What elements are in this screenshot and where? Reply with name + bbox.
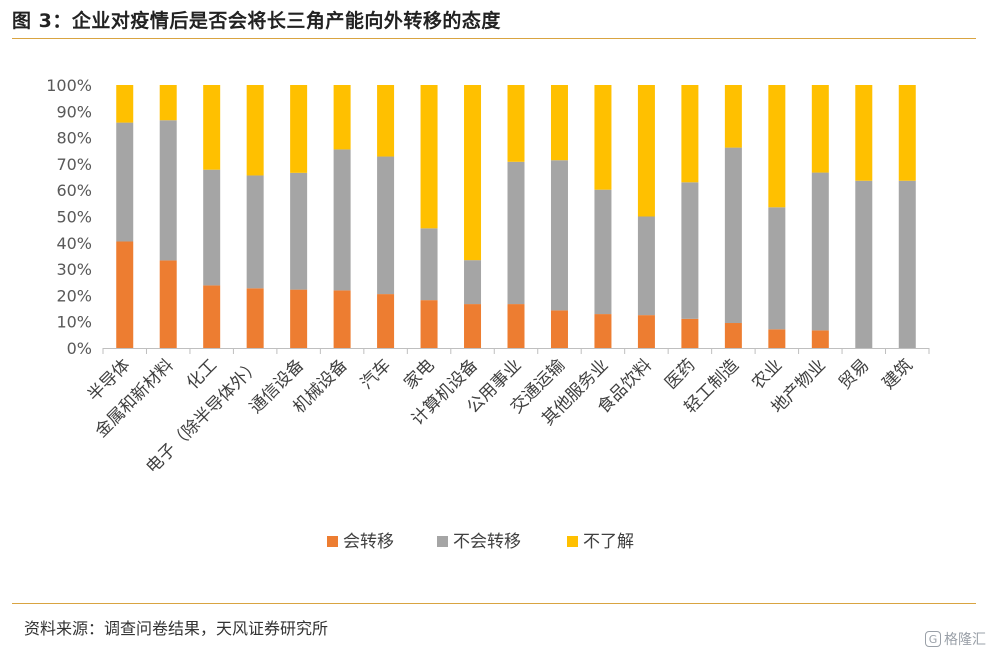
bar-segment-unknown bbox=[898, 85, 916, 181]
bar-segment-will-not-move bbox=[811, 172, 829, 331]
bar-segment-unknown bbox=[333, 85, 351, 150]
bar-segment-will-move bbox=[724, 323, 742, 348]
bar-segment-will-not-move bbox=[550, 160, 568, 311]
bar-segment-will-not-move bbox=[898, 180, 916, 348]
legend-swatch bbox=[327, 536, 338, 547]
bar-segment-will-not-move bbox=[116, 122, 134, 242]
bar-segment-unknown bbox=[116, 85, 134, 123]
bar-segment-will-move bbox=[550, 310, 568, 348]
bar-segment-will-not-move bbox=[464, 260, 482, 305]
y-tick-label: 60% bbox=[56, 181, 92, 200]
watermark: G 格隆汇 bbox=[925, 629, 986, 649]
x-category-label: 家电 bbox=[400, 355, 438, 393]
legend-label: 不了解 bbox=[583, 532, 634, 552]
bar-segment-will-move bbox=[377, 294, 395, 348]
bar-segment-will-move bbox=[507, 304, 525, 348]
bar-segment-will-not-move bbox=[420, 228, 438, 301]
bar-segment-will-not-move bbox=[855, 180, 873, 348]
bar-segment-will-not-move bbox=[724, 147, 742, 324]
x-category-label: 建筑 bbox=[879, 355, 917, 393]
title-divider bbox=[12, 38, 976, 39]
bar-segment-unknown bbox=[594, 85, 612, 190]
legend-swatch bbox=[437, 536, 448, 547]
x-category-label: 农业 bbox=[748, 355, 786, 393]
y-tick-label: 90% bbox=[56, 102, 92, 121]
y-tick-label: 20% bbox=[56, 286, 92, 305]
bar-segment-will-move bbox=[246, 288, 264, 348]
y-tick-label: 70% bbox=[56, 155, 92, 174]
y-tick-label: 80% bbox=[56, 129, 92, 148]
bar-segment-will-move bbox=[768, 329, 786, 348]
bar-segment-unknown bbox=[550, 85, 568, 161]
bar-segment-will-not-move bbox=[290, 172, 308, 290]
y-tick-label: 50% bbox=[56, 208, 92, 227]
bar-segment-will-move bbox=[333, 290, 351, 348]
bar-segment-unknown bbox=[246, 85, 264, 176]
bar-segment-unknown bbox=[290, 85, 308, 173]
stacked-bar-chart: 0%10%20%30%40%50%60%70%80%90%100%半导体金属和新… bbox=[46, 76, 930, 552]
bar-segment-unknown bbox=[377, 85, 395, 157]
legend-label: 不会转移 bbox=[453, 532, 521, 552]
y-tick-label: 100% bbox=[46, 76, 92, 95]
bar-segment-will-not-move bbox=[203, 169, 221, 286]
bar-segment-will-move bbox=[464, 304, 482, 348]
bar-segment-will-move bbox=[203, 285, 221, 348]
bar-segment-will-not-move bbox=[246, 175, 264, 289]
bar-segment-unknown bbox=[507, 85, 525, 162]
bar-segment-unknown bbox=[464, 85, 482, 261]
bar-segment-will-move bbox=[159, 260, 177, 348]
bar-segment-unknown bbox=[768, 85, 786, 208]
bar-segment-unknown bbox=[681, 85, 699, 183]
watermark-text: 格隆汇 bbox=[944, 632, 986, 648]
bar-segment-will-move bbox=[290, 289, 308, 348]
bar-segment-will-not-move bbox=[594, 189, 612, 315]
bar-segment-unknown bbox=[420, 85, 438, 229]
bar-segment-unknown bbox=[811, 85, 829, 173]
x-category-label: 化工 bbox=[183, 355, 221, 393]
y-tick-label: 0% bbox=[67, 339, 92, 358]
bar-segment-will-move bbox=[116, 241, 134, 348]
bar-segment-will-not-move bbox=[768, 207, 786, 330]
bar-segment-unknown bbox=[203, 85, 221, 170]
x-category-label: 汽车 bbox=[357, 355, 395, 393]
bar-segment-will-not-move bbox=[637, 216, 655, 316]
bar-segment-unknown bbox=[724, 85, 742, 148]
bar-segment-will-move bbox=[681, 318, 699, 348]
bar-segment-will-move bbox=[637, 315, 655, 348]
bar-segment-will-not-move bbox=[333, 149, 351, 291]
bar-segment-will-not-move bbox=[159, 120, 177, 261]
g-logo-icon: G bbox=[925, 631, 941, 647]
bar-segment-will-not-move bbox=[681, 182, 699, 319]
bar-segment-will-move bbox=[420, 300, 438, 348]
bar-segment-unknown bbox=[855, 85, 873, 181]
bar-segment-will-move bbox=[811, 330, 829, 348]
y-tick-label: 10% bbox=[56, 313, 92, 332]
bar-segment-will-move bbox=[594, 314, 612, 348]
bar-segment-unknown bbox=[159, 85, 177, 121]
y-tick-label: 30% bbox=[56, 260, 92, 279]
legend-swatch bbox=[567, 536, 578, 547]
x-category-label: 贸易 bbox=[835, 355, 873, 393]
legend-label: 会转移 bbox=[343, 532, 394, 552]
y-tick-label: 40% bbox=[56, 234, 92, 253]
x-category-label: 医药 bbox=[661, 355, 699, 393]
bar-segment-will-not-move bbox=[507, 161, 525, 305]
source-divider bbox=[12, 603, 976, 604]
source-note: 资料来源：调查问卷结果，天风证券研究所 bbox=[24, 619, 329, 638]
figure-title: 图 3：企业对疫情后是否会将长三角产能向外转移的态度 bbox=[12, 10, 501, 32]
bar-segment-unknown bbox=[637, 85, 655, 217]
bar-segment-will-not-move bbox=[377, 156, 395, 295]
